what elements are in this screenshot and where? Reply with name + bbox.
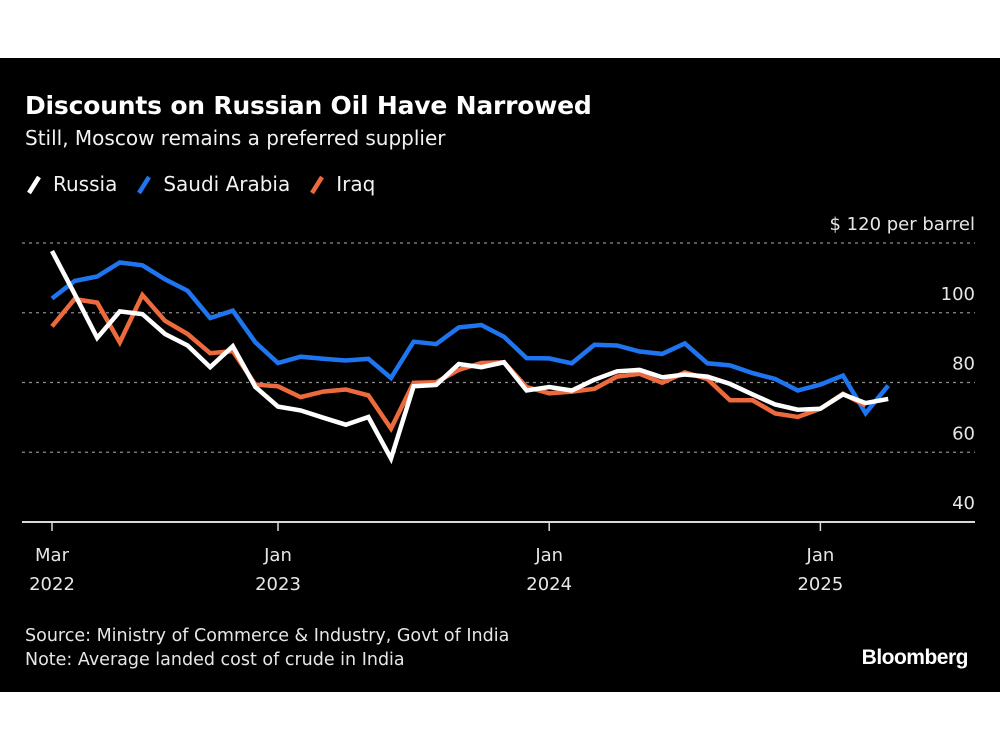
y-tick-label-120: $ 120 per barrel: [830, 214, 976, 235]
series-lines: [50, 249, 890, 465]
legend: Russia Saudi Arabia Iraq: [25, 172, 393, 196]
x-tick-label-year: 2025: [797, 574, 843, 595]
legend-label-saudi-arabia: Saudi Arabia: [163, 172, 291, 196]
chart-subtitle: Still, Moscow remains a preferred suppli…: [25, 126, 446, 150]
source-note: Source: Ministry of Commerce & Industry,…: [25, 626, 510, 646]
chart-footer: Source: Ministry of Commerce & Industry,…: [25, 624, 509, 672]
y-tick-label-40: 40: [952, 493, 975, 514]
methodology-note: Note: Average landed cost of crude in In…: [25, 650, 405, 670]
series-line-russia: [50, 249, 889, 465]
legend-swatch-russia-icon: [27, 175, 41, 195]
x-tick-label-year: 2022: [29, 574, 75, 595]
gridlines: [22, 242, 975, 453]
y-axis-labels: 40 60 80 100 $ 120 per barrel: [830, 214, 976, 514]
x-axis-labels: Mar 2022 Jan 2023 Jan 2024 Jan 2025: [29, 522, 843, 595]
legend-label-iraq: Iraq: [336, 172, 376, 196]
x-tick-label-year: 2023: [255, 574, 301, 595]
legend-item-saudi-arabia: Saudi Arabia: [135, 172, 290, 196]
chart-panel: Discounts on Russian Oil Have Narrowed S…: [0, 58, 1000, 692]
legend-item-russia: Russia: [25, 172, 117, 196]
x-tick-label-month: Jan: [263, 545, 292, 566]
y-tick-label-100: 100: [941, 284, 975, 305]
x-tick-label-month: Mar: [35, 545, 70, 566]
legend-item-iraq: Iraq: [308, 172, 375, 196]
line-chart: 40 60 80 100 $ 120 per barrel Mar 2022 Jan 2023…: [22, 214, 976, 595]
legend-swatch-iraq-icon: [310, 175, 325, 195]
chart-title: Discounts on Russian Oil Have Narrowed: [25, 91, 592, 120]
legend-swatch-saudi-arabia-icon: [137, 175, 152, 195]
x-tick-label-year: 2024: [526, 574, 572, 595]
bloomberg-logo: Bloomberg: [861, 646, 969, 669]
x-tick-label-month: Jan: [806, 545, 835, 566]
series-line-saudi-arabia: [50, 260, 890, 418]
y-tick-label-80: 80: [952, 354, 975, 375]
x-tick-label-month: Jan: [534, 545, 563, 566]
y-tick-label-60: 60: [952, 423, 975, 444]
legend-label-russia: Russia: [53, 172, 118, 196]
